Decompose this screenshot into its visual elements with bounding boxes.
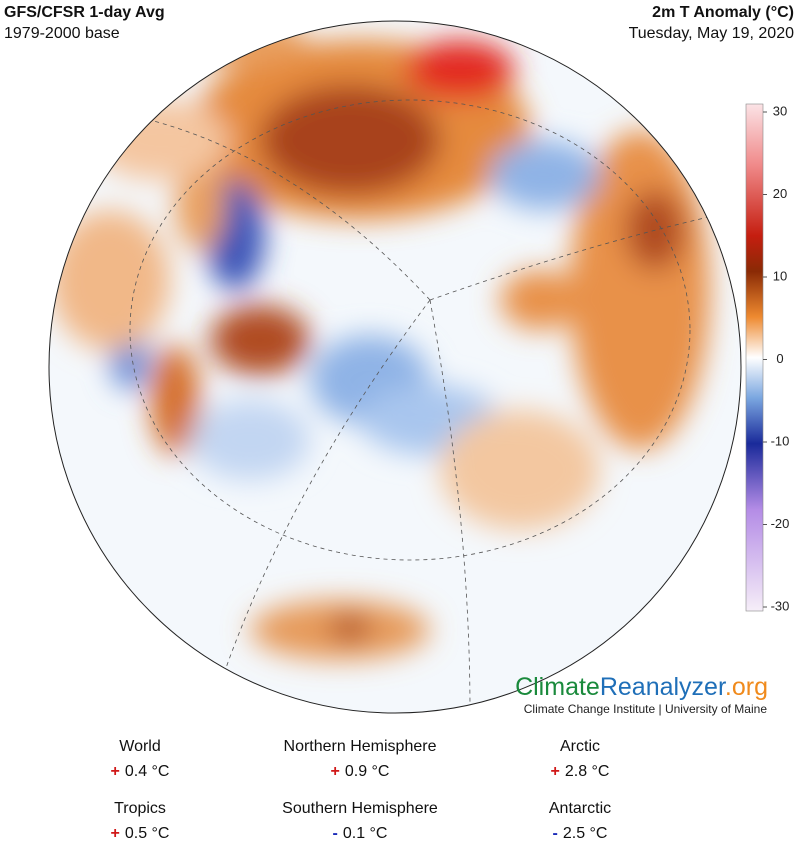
colorbar: 30 20 10 0 -10 -20 -30 xyxy=(745,103,790,613)
stat-sign: + xyxy=(331,763,340,780)
logo-caption: Climate Change Institute | University of… xyxy=(524,702,768,716)
stat-number: 0.9 °C xyxy=(345,763,390,780)
colorbar-scale xyxy=(745,103,764,612)
logo-part: .org xyxy=(725,673,768,701)
stat-sign: + xyxy=(551,763,560,780)
stat-value: +0.5 °C xyxy=(111,825,170,842)
subtitle: 1979-2000 base xyxy=(4,25,120,42)
stat-sign: - xyxy=(553,825,558,842)
stat-value: +0.9 °C xyxy=(331,763,390,780)
stat-label: Antarctic xyxy=(549,800,611,817)
colorbar-tick-label: 0 xyxy=(776,351,783,366)
globe xyxy=(48,20,742,714)
graticule xyxy=(129,99,741,713)
logo-part: Reanalyzer xyxy=(600,673,726,701)
anomaly-field xyxy=(50,21,710,660)
logo-part: Climate xyxy=(515,673,600,701)
colorbar-tick-label: -20 xyxy=(771,516,790,531)
stat-number: 0.1 °C xyxy=(343,825,388,842)
stat-value: +2.8 °C xyxy=(551,763,610,780)
stats: World + 0.4 °C Northern Hemisphere + 0.9 °C Ar… xyxy=(111,738,612,842)
stat-sign: + xyxy=(111,763,120,780)
colorbar-tick-label: -30 xyxy=(771,598,790,613)
date: Tuesday, May 19, 2020 xyxy=(629,25,795,42)
stat-sign: + xyxy=(111,825,120,842)
stat-label: Southern Hemisphere xyxy=(282,800,438,817)
colorbar-tick-label: 30 xyxy=(773,103,787,118)
colorbar-tick-label: 20 xyxy=(773,186,787,201)
stat-number: 0.5 °C xyxy=(125,825,170,842)
stat-number: 0.4 °C xyxy=(125,763,170,780)
stat-sign: - xyxy=(333,825,338,842)
stat-label: Tropics xyxy=(114,800,166,817)
stat-label: Arctic xyxy=(560,738,600,755)
stat-number: 2.5 °C xyxy=(563,825,608,842)
stat-value: +0.4 °C xyxy=(111,763,170,780)
colorbar-tick-label: -10 xyxy=(771,433,790,448)
globe-outline xyxy=(48,20,742,714)
stat-value: -2.5 °C xyxy=(553,825,608,842)
variable: 2m T Anomaly (°C) xyxy=(652,4,794,21)
stat-label: Northern Hemisphere xyxy=(284,738,437,755)
title: GFS/CFSR 1-day Avg xyxy=(4,4,165,21)
colorbar-tick-label: 10 xyxy=(773,268,787,283)
stat-value: -0.1 °C xyxy=(333,825,388,842)
logo: ClimateReanalyzer.org xyxy=(515,673,768,701)
stat-label: World xyxy=(119,738,161,755)
stat-number: 2.8 °C xyxy=(565,763,610,780)
